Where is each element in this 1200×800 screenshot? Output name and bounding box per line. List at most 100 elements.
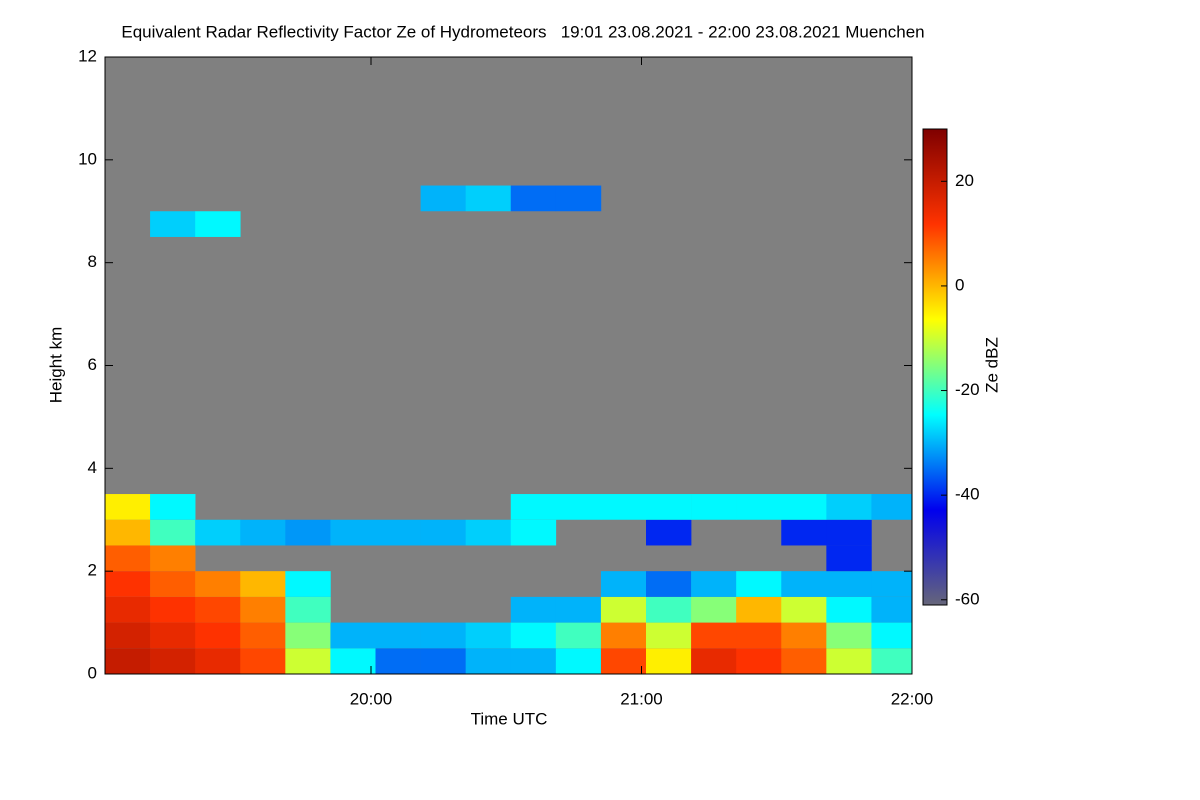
heatmap-cell — [105, 622, 151, 649]
heatmap-cell — [420, 185, 466, 212]
heatmap-cell — [330, 519, 376, 546]
heatmap-cell — [285, 519, 331, 546]
heatmap-cell — [375, 622, 421, 649]
heatmap-cell — [240, 519, 286, 546]
heatmap-cell — [646, 648, 692, 674]
heatmap-cell — [871, 648, 913, 674]
heatmap-cell — [150, 545, 196, 572]
y-tick-label: 10 — [78, 149, 97, 168]
heatmap-cell — [420, 622, 466, 649]
y-tick-label: 12 — [78, 46, 97, 65]
heatmap-cell — [555, 648, 602, 674]
heatmap-cell — [781, 596, 827, 623]
heatmap-cell — [555, 622, 602, 649]
heatmap-cell — [871, 571, 913, 597]
heatmap-cell — [826, 519, 872, 546]
heatmap-cell — [240, 571, 286, 597]
heatmap-cell — [150, 211, 196, 237]
heatmap-cell — [600, 596, 647, 623]
y-tick-label: 2 — [88, 561, 97, 580]
x-tick-label: 20:00 — [350, 689, 393, 708]
heatmap-cell — [646, 622, 692, 649]
heatmap-cell — [105, 596, 151, 623]
heatmap-cell — [195, 211, 241, 237]
heatmap-cell — [105, 494, 151, 520]
heatmap-cell — [510, 185, 557, 212]
heatmap-cell — [871, 596, 913, 623]
chart-title: Equivalent Radar Reflectivity Factor Ze … — [121, 22, 924, 41]
heatmap-cell — [195, 596, 241, 623]
heatmap-cell — [150, 622, 196, 649]
heatmap-cell — [600, 494, 647, 520]
heatmap-cell — [691, 596, 737, 623]
y-tick-label: 0 — [88, 663, 97, 682]
heatmap-cell — [510, 596, 557, 623]
heatmap-cell — [736, 571, 782, 597]
heatmap-cell — [691, 622, 737, 649]
colorbar-tick-label: -20 — [955, 380, 980, 399]
heatmap-cell — [195, 519, 241, 546]
heatmap-cell — [781, 622, 827, 649]
heatmap-cell — [600, 622, 647, 649]
y-tick-label: 8 — [88, 252, 97, 271]
heatmap-cell — [826, 571, 872, 597]
heatmap-cell — [555, 185, 602, 212]
heatmap-cell — [826, 648, 872, 674]
heatmap-cell — [150, 571, 196, 597]
y-tick-label: 4 — [88, 458, 97, 477]
colorbar-label: Ze dBZ — [982, 337, 1001, 393]
heatmap-cell — [285, 596, 331, 623]
heatmap-cell — [285, 622, 331, 649]
x-tick-label: 22:00 — [891, 689, 934, 708]
heatmap-cell — [646, 571, 692, 597]
heatmap-cell — [600, 648, 647, 674]
heatmap-cell — [375, 648, 421, 674]
heatmap-cell — [871, 622, 913, 649]
heatmap-cell — [781, 648, 827, 674]
heatmap-cell — [195, 571, 241, 597]
heatmap-cell — [510, 622, 557, 649]
heatmap-cell — [105, 571, 151, 597]
heatmap-cell — [105, 648, 151, 674]
heatmap-cell — [510, 519, 557, 546]
heatmap-cell — [781, 519, 827, 546]
heatmap-cell — [555, 596, 602, 623]
heatmap-cell — [375, 519, 421, 546]
heatmap-cell — [105, 519, 151, 546]
heatmap-cell — [150, 519, 196, 546]
colorbar-tick-label: -60 — [955, 589, 980, 608]
heatmap-cell — [510, 494, 557, 520]
heatmap-cell — [510, 648, 557, 674]
heatmap-cell — [691, 648, 737, 674]
y-tick-label: 6 — [88, 355, 97, 374]
heatmap-cell — [736, 494, 782, 520]
heatmap-cell — [240, 596, 286, 623]
colorbar-tick-label: -40 — [955, 485, 980, 504]
heatmap-cell — [285, 571, 331, 597]
heatmap-cell — [150, 494, 196, 520]
heatmap-cell — [781, 494, 827, 520]
heatmap-cell — [330, 622, 376, 649]
x-axis-label: Time UTC — [471, 709, 548, 728]
heatmap-cell — [826, 545, 872, 572]
heatmap-cell — [555, 494, 602, 520]
heatmap-cell — [826, 622, 872, 649]
heatmap-cell — [240, 622, 286, 649]
heatmap-cell — [195, 622, 241, 649]
heatmap-cell — [105, 545, 151, 572]
heatmap-cell — [465, 519, 512, 546]
heatmap-cell — [736, 622, 782, 649]
heatmap-cell — [826, 494, 872, 520]
heatmap-cell — [420, 519, 466, 546]
heatmap-cell — [600, 571, 647, 597]
heatmap-cell — [465, 185, 512, 212]
heatmap-cell — [826, 596, 872, 623]
heatmap-cell — [150, 648, 196, 674]
heatmap-cell — [330, 648, 376, 674]
colorbar — [922, 128, 948, 606]
heatmap-cell — [781, 571, 827, 597]
heatmap-cell — [646, 494, 692, 520]
y-axis-label: Height km — [46, 327, 65, 404]
heatmap-cell — [736, 596, 782, 623]
